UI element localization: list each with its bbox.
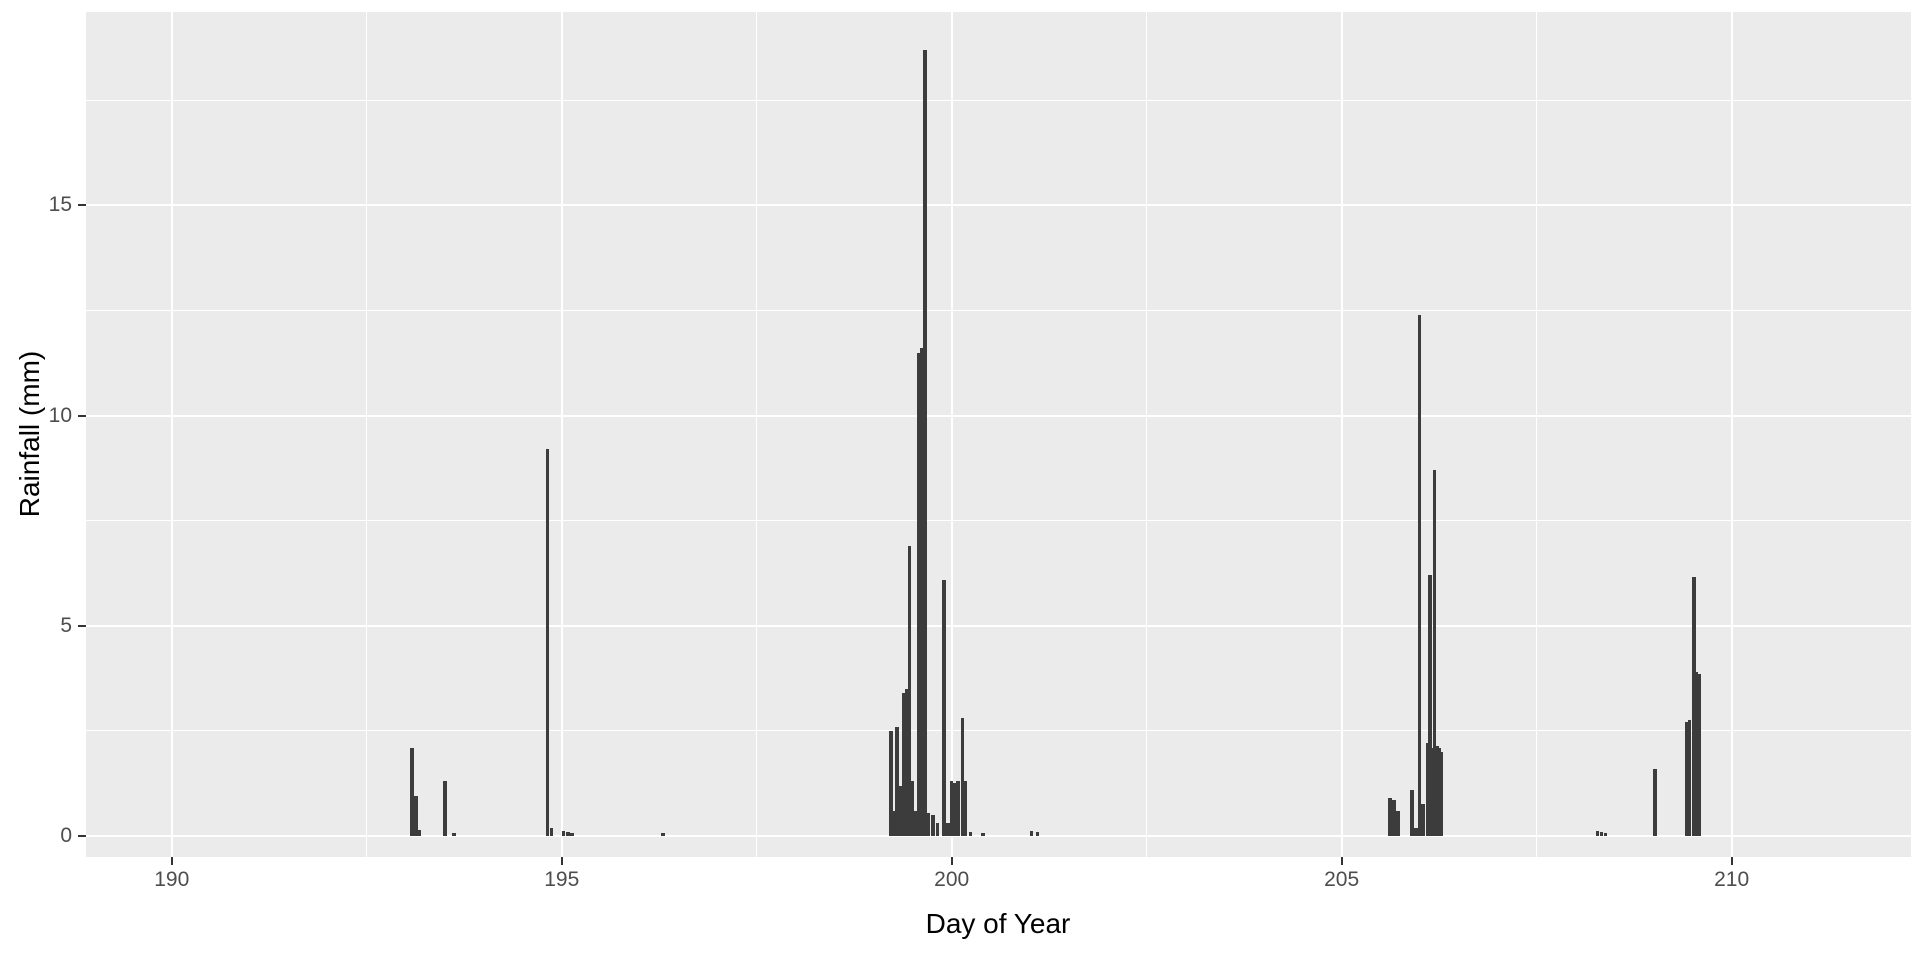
bar xyxy=(949,781,954,836)
bar xyxy=(1437,747,1441,836)
bar xyxy=(1396,810,1400,836)
bar xyxy=(417,829,421,836)
bar xyxy=(889,730,893,836)
gridline-major-horizontal xyxy=(86,204,1911,207)
bar xyxy=(545,449,550,836)
x-tick-label: 205 xyxy=(1324,868,1360,891)
y-tick-label: 5 xyxy=(60,613,72,637)
bar xyxy=(566,831,570,836)
y-tick-mark xyxy=(78,414,86,417)
x-tick-mark xyxy=(950,857,953,865)
bar xyxy=(942,579,946,836)
gridline-minor-vertical xyxy=(366,12,368,857)
bar xyxy=(953,783,957,836)
bar xyxy=(410,747,414,836)
bar xyxy=(892,810,896,836)
bar xyxy=(910,781,915,836)
bar xyxy=(898,785,902,836)
gridline-minor-horizontal xyxy=(86,309,1911,311)
x-tick-label: 210 xyxy=(1714,868,1750,891)
bar xyxy=(1421,804,1425,836)
bar xyxy=(414,796,418,836)
y-tick-label: 10 xyxy=(48,403,72,427)
bar xyxy=(549,827,554,836)
bar xyxy=(1687,720,1692,836)
x-tick-mark xyxy=(1730,857,1733,865)
y-tick-label: 0 xyxy=(60,823,72,847)
x-tick-label: 195 xyxy=(544,868,580,891)
x-axis-title: Day of Year xyxy=(925,908,1071,939)
gridline-major-vertical xyxy=(170,12,173,857)
bar xyxy=(920,348,924,836)
y-tick-mark xyxy=(78,834,86,837)
gridline-minor-vertical xyxy=(1146,12,1148,857)
gridline-major-vertical xyxy=(1340,12,1343,857)
bar xyxy=(1432,470,1437,836)
y-tick-mark xyxy=(78,204,86,207)
bar xyxy=(956,781,960,836)
x-tick-label: 190 xyxy=(154,868,190,891)
x-tick-mark xyxy=(560,857,563,865)
gridline-major-horizontal xyxy=(86,414,1911,417)
bar xyxy=(907,545,912,836)
gridline-minor-horizontal xyxy=(86,730,1911,732)
gridline-major-vertical xyxy=(560,12,563,857)
bar xyxy=(1692,577,1696,836)
bar xyxy=(1425,743,1430,836)
y-tick-mark xyxy=(78,624,86,627)
bar xyxy=(1029,830,1033,836)
bar xyxy=(946,823,950,836)
bar xyxy=(926,812,931,836)
bar xyxy=(1697,674,1701,836)
bar xyxy=(917,352,921,836)
bar xyxy=(1603,832,1608,836)
bar xyxy=(981,833,985,836)
gridline-major-vertical xyxy=(950,12,953,857)
bar xyxy=(561,830,566,836)
bar xyxy=(1684,722,1689,836)
y-tick-label: 15 xyxy=(48,193,72,217)
gridline-minor-horizontal xyxy=(86,520,1911,522)
bar xyxy=(1417,314,1422,836)
plot-panel xyxy=(86,12,1911,857)
bar xyxy=(1599,831,1604,836)
gridline-major-horizontal xyxy=(86,624,1911,627)
bar xyxy=(914,810,918,836)
bar xyxy=(1439,751,1444,836)
bar xyxy=(960,718,965,836)
gridline-major-vertical xyxy=(1730,12,1733,857)
bar xyxy=(1388,798,1392,836)
bar xyxy=(1694,672,1699,836)
x-tick-mark xyxy=(1340,857,1343,865)
bar xyxy=(923,49,927,836)
x-tick-mark xyxy=(170,857,173,865)
bar xyxy=(443,781,447,836)
bar xyxy=(1392,800,1396,836)
bar xyxy=(968,831,973,836)
bar xyxy=(1435,745,1439,836)
bar xyxy=(931,814,935,836)
bar xyxy=(1035,831,1040,836)
bar xyxy=(661,832,665,836)
bar xyxy=(1653,768,1657,836)
gridline-minor-vertical xyxy=(756,12,758,857)
gridline-major-horizontal xyxy=(86,834,1911,837)
gridline-minor-vertical xyxy=(1536,12,1538,857)
x-tick-label: 200 xyxy=(934,868,970,891)
y-axis-title: Rainfall (mm) xyxy=(14,350,45,518)
bar xyxy=(963,781,968,836)
bar xyxy=(1595,830,1600,836)
bar xyxy=(904,688,909,836)
bar xyxy=(895,726,899,836)
bar xyxy=(1414,827,1418,836)
bar xyxy=(1428,575,1432,836)
bar xyxy=(935,823,940,836)
gridline-minor-horizontal xyxy=(86,99,1911,101)
bar xyxy=(1430,747,1434,836)
bar xyxy=(1410,789,1414,836)
bar xyxy=(452,832,456,836)
bar xyxy=(570,833,574,836)
bar xyxy=(901,693,906,836)
